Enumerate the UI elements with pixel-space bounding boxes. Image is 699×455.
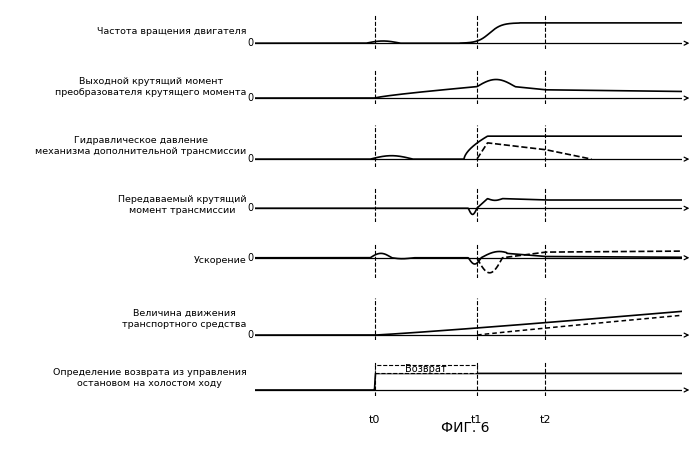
Text: t1: t1 xyxy=(471,415,482,425)
Text: 0: 0 xyxy=(247,203,253,213)
Text: Частота вращения двигателя: Частота вращения двигателя xyxy=(97,27,247,35)
Text: Величина движения
транспортного средства: Величина движения транспортного средства xyxy=(122,309,247,329)
Text: Возврат: Возврат xyxy=(405,364,447,374)
Text: Гидравлическое давление
механизма дополнительной трансмиссии: Гидравлическое давление механизма дополн… xyxy=(36,136,247,156)
Text: Передаваемый крутящий
момент трансмиссии: Передаваемый крутящий момент трансмиссии xyxy=(118,195,247,215)
Text: ФИГ. 6: ФИГ. 6 xyxy=(440,420,489,435)
Text: 0: 0 xyxy=(247,93,253,103)
Text: 0: 0 xyxy=(247,253,253,263)
Text: 0: 0 xyxy=(247,38,253,48)
Bar xyxy=(375,365,477,373)
Text: Ускорение: Ускорение xyxy=(194,256,247,265)
Text: t2: t2 xyxy=(540,415,551,425)
Text: t0: t0 xyxy=(369,415,380,425)
Text: 0: 0 xyxy=(247,154,253,164)
Text: Определение возврата из управления
остановом на холостом ходу: Определение возврата из управления остан… xyxy=(53,368,247,389)
Text: Выходной крутящий момент
преобразователя крутящего момента: Выходной крутящий момент преобразователя… xyxy=(55,76,247,97)
Text: 0: 0 xyxy=(247,330,253,340)
